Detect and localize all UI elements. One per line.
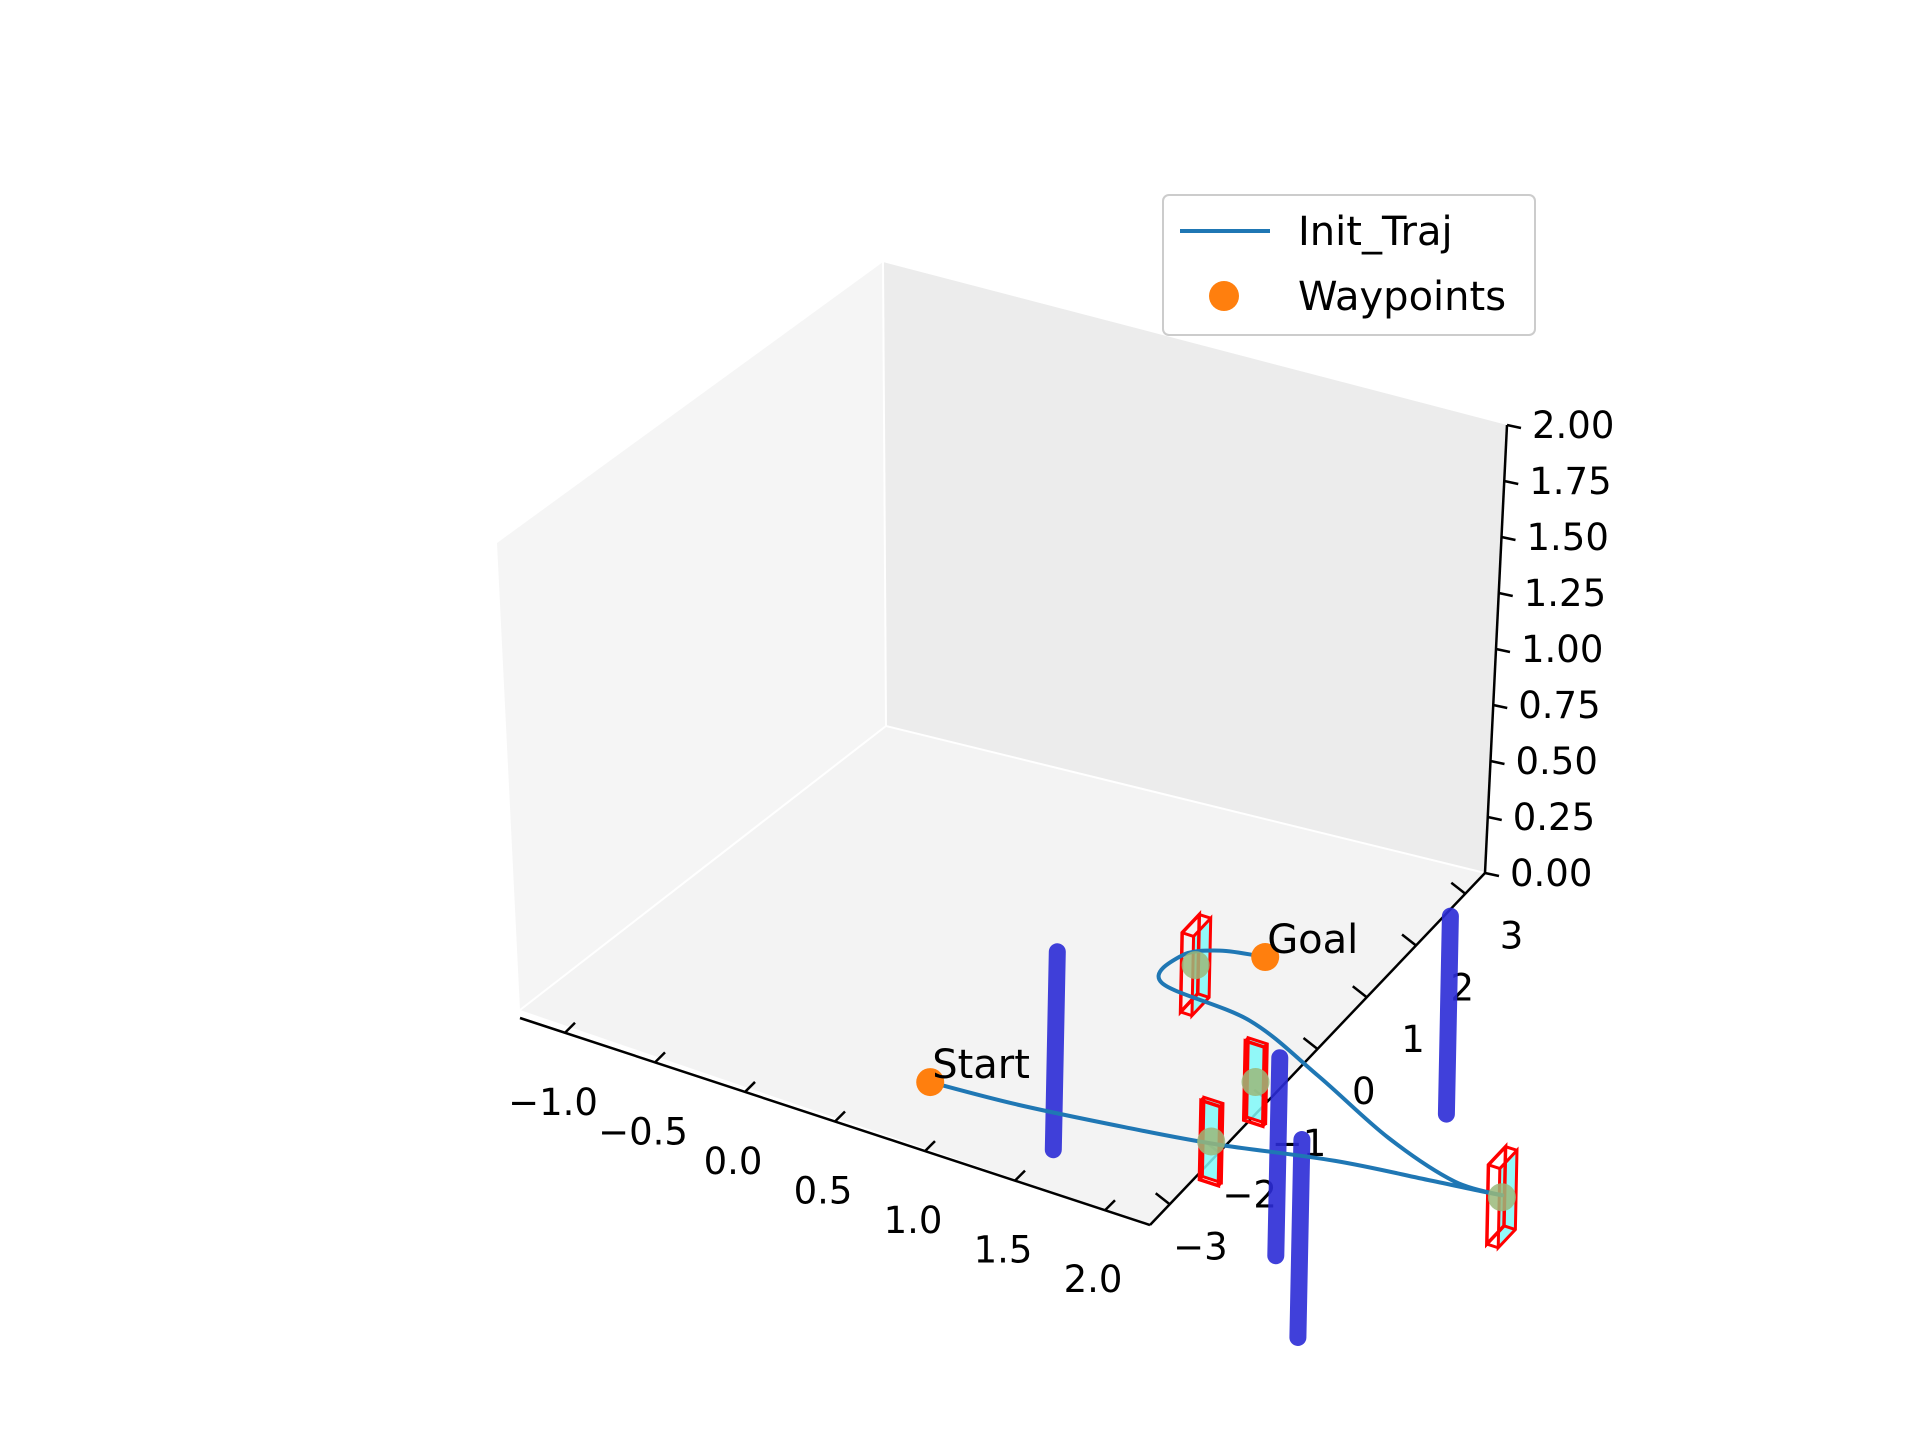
z-ticks: 0.00 0.25 0.50 0.75 1.00 1.25 1.50 1.75 2.00	[1484, 404, 1614, 895]
gate-center-point	[1181, 951, 1210, 980]
gate-edge	[1181, 931, 1195, 938]
legend: Init_Traj Waypoints	[1162, 194, 1536, 336]
z-tick-label: 2.00	[1532, 404, 1614, 447]
legend-label-waypoints: Waypoints	[1298, 274, 1506, 320]
z-tick-label: 0.50	[1516, 740, 1598, 783]
x-tick-label: 0.0	[704, 1140, 763, 1183]
z-tick-mark	[1501, 535, 1516, 542]
waypoint-point	[1251, 943, 1280, 972]
x-tick-mark	[654, 1051, 666, 1064]
y-tick-label: −3	[1173, 1225, 1228, 1268]
y-tick-mark	[1302, 1037, 1319, 1050]
x-tick-label: −1.0	[508, 1081, 598, 1124]
waypoint-point	[916, 1068, 945, 1097]
pane-left	[497, 262, 886, 1010]
z-tick-label: 0.25	[1513, 796, 1595, 839]
gate-edge	[1180, 1010, 1193, 1018]
pane-edge-left-bottom	[519, 725, 887, 1011]
waypoints: Start Goal	[916, 917, 1358, 1097]
x-tick-label: −0.5	[598, 1110, 688, 1153]
obstacles	[1044, 907, 1459, 1346]
y-tick-label: −2	[1222, 1174, 1277, 1217]
gate-edge	[1505, 1145, 1518, 1152]
obstacle-pole	[1289, 1131, 1311, 1346]
waypoint-label: Goal	[1267, 917, 1358, 963]
trajectory	[929, 948, 1504, 1198]
legend-dot-marker	[1209, 281, 1239, 311]
gate-center-point	[1197, 1127, 1226, 1156]
x-tick-mark	[564, 1021, 576, 1034]
obstacle-pole	[1267, 1049, 1289, 1265]
z-tick-label: 0.00	[1510, 852, 1592, 895]
x-tick-label: 1.0	[884, 1199, 943, 1242]
gate-edge	[1487, 1163, 1501, 1170]
y-tick-label: 3	[1500, 915, 1524, 958]
y-tick-mark	[1351, 985, 1368, 999]
pane-edge-back-bottom	[885, 725, 1486, 874]
gate-face-front	[1178, 910, 1202, 1017]
gate-face-front	[1241, 1038, 1267, 1129]
gate-edge	[1503, 1224, 1516, 1231]
y-tick-label: 1	[1401, 1018, 1425, 1061]
gate-center-point	[1487, 1183, 1516, 1212]
z-tick-mark	[1484, 871, 1500, 878]
gate-center-point	[1241, 1068, 1270, 1097]
z-tick-mark	[1492, 703, 1508, 710]
obstacle-pole	[1044, 943, 1066, 1159]
z-tick-label: 0.75	[1518, 684, 1600, 727]
y-tick-label: 0	[1352, 1070, 1376, 1113]
z-tick-mark	[1503, 479, 1519, 486]
z-tick-mark	[1498, 591, 1514, 598]
z-tick-mark	[1495, 647, 1511, 654]
waypoint-label: Start	[932, 1042, 1030, 1088]
z-tick-mark	[1487, 815, 1503, 822]
z-tick-mark	[1506, 423, 1522, 430]
gate-centers	[1181, 951, 1516, 1212]
x-tick-mark	[1104, 1199, 1116, 1212]
x-tick-mark	[834, 1110, 846, 1123]
obstacle-pole	[1437, 907, 1459, 1123]
y-tick-mark	[1401, 933, 1417, 947]
y-tick-mark	[1154, 1192, 1171, 1206]
x-tick-label: 2.0	[1064, 1258, 1123, 1301]
z-tick-mark	[1490, 759, 1505, 766]
pane-edge-vertical	[882, 261, 887, 727]
x-tick-label: 1.5	[974, 1229, 1033, 1272]
gate-edge	[1486, 1242, 1499, 1250]
z-tick-label: 1.25	[1524, 572, 1606, 615]
x-tick-mark	[924, 1140, 936, 1152]
gate-face-front	[1197, 1097, 1222, 1189]
z-tick-label: 1.50	[1527, 516, 1609, 559]
x-axis: −1.0−0.5 0.0 0.5 1.0 1.5 2.0	[508, 1016, 1151, 1301]
z-axis: 0.00 0.25 0.50 0.75 1.00 1.25 1.50 1.75 2.00	[1483, 404, 1614, 895]
x-tick-label: 0.5	[794, 1170, 853, 1213]
gate-edge	[1198, 913, 1212, 920]
x-tick-mark	[1014, 1169, 1026, 1182]
series-line-init-traj	[929, 948, 1504, 1198]
z-tick-label: 1.00	[1521, 628, 1603, 671]
pane-back	[883, 262, 1507, 873]
x-ticks: −1.0−0.5 0.0 0.5 1.0 1.5 2.0	[508, 1021, 1123, 1301]
legend-label-init-traj: Init_Traj	[1298, 209, 1453, 255]
x-tick-mark	[744, 1081, 756, 1093]
gate-edge	[1197, 992, 1210, 999]
z-tick-label: 1.75	[1529, 460, 1611, 503]
y-tick-mark	[1450, 881, 1467, 895]
